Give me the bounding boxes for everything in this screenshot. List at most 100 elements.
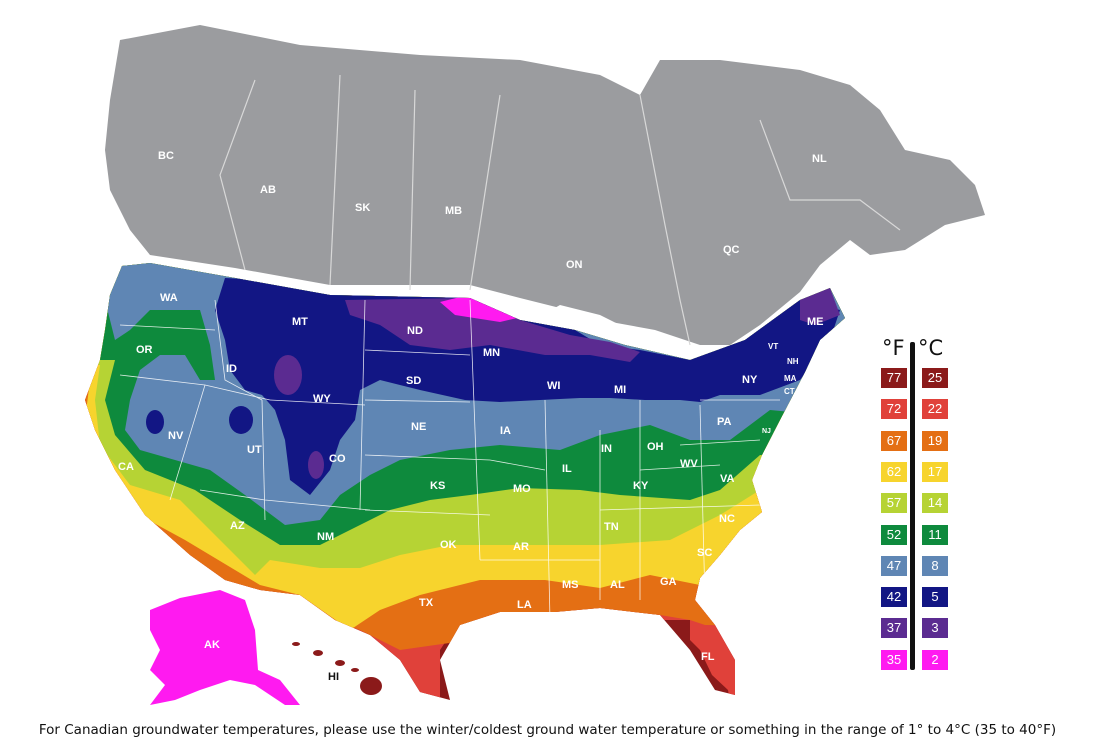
legend-swatch-f-47: 47	[881, 555, 907, 576]
label-ca: CA	[118, 461, 134, 473]
label-nj: NJ	[762, 428, 771, 435]
label-ms: MS	[562, 579, 579, 591]
legend-unit-celsius: °C	[918, 336, 944, 360]
band-37-northern-plains	[345, 298, 640, 362]
label-ne: NE	[411, 421, 426, 433]
legend-swatch-c-14: 14	[922, 493, 948, 514]
legend-swatch-f-35: 35	[881, 649, 907, 670]
label-or: OR	[136, 344, 153, 356]
label-co: CO	[329, 453, 346, 465]
label-ak: AK	[204, 639, 220, 651]
state-labels: WA OR CA ID NV UT AZ MT WY CO NM ND SD N…	[118, 292, 824, 683]
label-tx: TX	[419, 597, 434, 609]
label-ct: CT	[784, 387, 795, 396]
label-ok: OK	[440, 539, 457, 551]
band-37-colorado-spot	[308, 451, 324, 479]
legend-swatch-c-3: 3	[922, 618, 948, 639]
legend-swatch-c-22: 22	[922, 399, 948, 420]
label-az: AZ	[230, 520, 245, 532]
label-ga: GA	[660, 576, 677, 588]
label-il: IL	[562, 463, 572, 475]
label-nl: NL	[812, 153, 827, 165]
legend-swatch-c-5: 5	[922, 587, 948, 608]
band-42-nevada-spot	[146, 410, 164, 434]
hawaii-island-2	[313, 650, 323, 656]
label-bc: BC	[158, 150, 174, 162]
label-fl: FL	[701, 651, 715, 663]
label-on: ON	[566, 259, 583, 271]
label-ar: AR	[513, 541, 529, 553]
canada-labels: BC AB SK MB ON QC NL	[158, 150, 827, 271]
legend-swatch-c-25: 25	[922, 368, 948, 388]
label-nd: ND	[407, 325, 423, 337]
label-me: ME	[807, 316, 824, 328]
legend-swatch-c-17: 17	[922, 461, 948, 482]
canada-landmass	[105, 25, 985, 346]
label-qc: QC	[723, 244, 740, 256]
legend-swatch-f-72: 72	[881, 399, 907, 420]
label-ks: KS	[430, 480, 445, 492]
hawaii-big-island	[360, 677, 382, 695]
label-la: LA	[517, 599, 532, 611]
label-sd: SD	[406, 375, 421, 387]
label-wi: WI	[547, 380, 560, 392]
canada-shape	[105, 25, 985, 345]
band-37-wyoming-spot	[274, 355, 302, 395]
band-37-maine	[800, 288, 840, 325]
label-wv: WV	[680, 458, 698, 470]
label-sc: SC	[697, 547, 712, 559]
legend-swatch-c-19: 19	[922, 430, 948, 451]
hawaii-island-3	[335, 660, 345, 666]
label-nh: NH	[787, 357, 799, 366]
label-mn: MN	[483, 347, 500, 359]
label-ut: UT	[247, 444, 262, 456]
label-nm: NM	[317, 531, 334, 543]
legend-swatch-c-8: 8	[922, 555, 948, 576]
label-hi: HI	[328, 671, 339, 683]
legend-swatch-f-42: 42	[881, 587, 907, 608]
legend-swatch-f-67: 67	[881, 430, 907, 451]
label-wy: WY	[313, 393, 331, 405]
label-nv: NV	[168, 430, 184, 442]
legend-swatch-c-11: 11	[922, 524, 948, 545]
band-35-minnesota-arrowhead	[440, 292, 530, 322]
hawaii-island-1	[292, 642, 300, 646]
label-nc: NC	[719, 513, 735, 525]
label-mi: MI	[614, 384, 626, 396]
state-borders	[119, 299, 780, 621]
label-va: VA	[720, 473, 735, 485]
temperature-legend: °F °C 77 25 72 22 67 19 62 17 57 14 52 11 47 8 42 5 37 3 3…	[876, 336, 948, 676]
label-mb: MB	[445, 205, 462, 217]
legend-swatch-f-57: 57	[881, 493, 907, 514]
label-mt: MT	[292, 316, 308, 328]
label-oh: OH	[647, 441, 664, 453]
label-wa: WA	[160, 292, 178, 304]
legend-swatch-f-62: 62	[881, 461, 907, 482]
canada-provincial-borders	[219, 74, 901, 346]
legend-swatch-f-52: 52	[881, 524, 907, 545]
label-pa: PA	[717, 416, 732, 428]
label-ia: IA	[500, 425, 511, 437]
label-ny: NY	[742, 374, 758, 386]
hawaii-island-4	[351, 668, 359, 672]
band-42	[215, 278, 840, 495]
label-ma: MA	[784, 374, 797, 383]
label-vt: VT	[768, 342, 778, 351]
label-tn: TN	[604, 521, 619, 533]
footer-caption: For Canadian groundwater temperatures, p…	[38, 722, 1057, 738]
label-ri: RI	[797, 388, 804, 395]
label-in: IN	[601, 443, 612, 455]
label-al: AL	[610, 579, 625, 591]
legend-swatch-c-2: 2	[922, 649, 948, 670]
label-id: ID	[226, 363, 237, 375]
legend-unit-fahrenheit: °F	[882, 336, 905, 360]
label-mo: MO	[513, 483, 531, 495]
label-ab: AB	[260, 184, 276, 196]
alaska-shape	[150, 590, 300, 705]
hawaii-islands	[292, 642, 382, 695]
legend-divider-bar	[910, 342, 915, 670]
legend-swatch-f-77: 77	[881, 368, 907, 388]
label-ky: KY	[633, 480, 649, 492]
legend-swatch-f-37: 37	[881, 618, 907, 639]
